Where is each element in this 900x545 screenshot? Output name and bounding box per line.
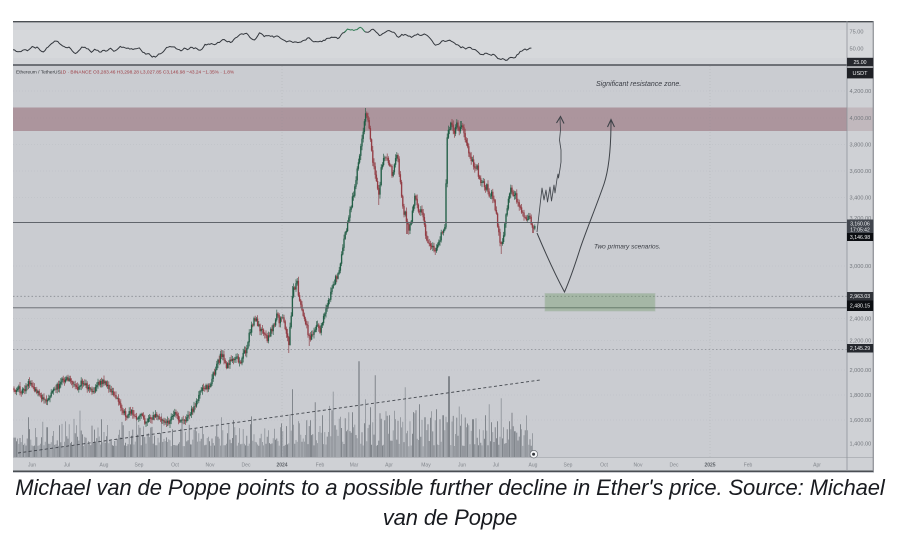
- svg-text:2,400.00: 2,400.00: [850, 316, 872, 322]
- svg-text:Mar: Mar: [350, 463, 359, 469]
- svg-text:Dec: Dec: [242, 463, 251, 469]
- svg-text:Feb: Feb: [744, 463, 753, 469]
- svg-text:Aug: Aug: [529, 463, 538, 469]
- svg-text:4,000.00: 4,000.00: [850, 116, 872, 122]
- svg-text:2,000.00: 2,000.00: [850, 368, 872, 374]
- svg-text:1,400.00: 1,400.00: [850, 441, 872, 447]
- svg-text:2024: 2024: [276, 463, 287, 469]
- svg-text:Ethereum / TetherUS: Ethereum / TetherUS: [16, 70, 61, 76]
- svg-text:Apr: Apr: [813, 463, 821, 469]
- svg-text:3,160.06: 3,160.06: [850, 221, 870, 227]
- svg-text:May: May: [421, 463, 431, 469]
- svg-text:Feb: Feb: [316, 463, 325, 469]
- svg-text:Jun: Jun: [28, 463, 36, 469]
- svg-text:Nov: Nov: [206, 463, 215, 469]
- svg-text:17:05:42: 17:05:42: [850, 228, 870, 234]
- svg-text:Two primary scenarios.: Two primary scenarios.: [594, 244, 661, 251]
- svg-text:Aug: Aug: [100, 463, 109, 469]
- svg-text:3,600.00: 3,600.00: [850, 169, 872, 175]
- svg-text:50.00: 50.00: [850, 46, 864, 52]
- svg-text:2,145.29: 2,145.29: [850, 346, 870, 352]
- svg-text:1,600.00: 1,600.00: [850, 418, 872, 424]
- svg-text:3,000.00: 3,000.00: [850, 264, 872, 270]
- svg-text:Jul: Jul: [64, 463, 70, 469]
- svg-text:Sep: Sep: [564, 463, 573, 469]
- svg-text:Oct: Oct: [171, 463, 179, 469]
- svg-text:Significant resistance zone.: Significant resistance zone.: [596, 81, 681, 88]
- svg-text:Oct: Oct: [600, 463, 608, 469]
- svg-text:Nov: Nov: [634, 463, 643, 469]
- svg-text:Jun: Jun: [458, 463, 466, 469]
- svg-text:3,400.00: 3,400.00: [850, 195, 872, 201]
- svg-text:2025: 2025: [704, 463, 715, 469]
- svg-text:Jul: Jul: [493, 463, 499, 469]
- svg-text:1,800.00: 1,800.00: [850, 393, 872, 399]
- svg-text:75.00: 75.00: [850, 29, 864, 35]
- svg-text:Sep: Sep: [135, 463, 144, 469]
- svg-text:2,480.15: 2,480.15: [850, 304, 870, 310]
- svg-text:2,963.03: 2,963.03: [850, 294, 870, 300]
- svg-text:Dec: Dec: [670, 463, 679, 469]
- svg-text:USDT: USDT: [853, 71, 869, 77]
- svg-text:1D · BINANCE O3,283.46 H3,298: 1D · BINANCE O3,283.46 H3,298.28 L3,027.…: [60, 70, 235, 76]
- svg-text:3,200.00: 3,200.00: [850, 216, 872, 222]
- svg-text:4,200.00: 4,200.00: [850, 89, 872, 95]
- svg-text:Apr: Apr: [385, 463, 393, 469]
- svg-text:25.00: 25.00: [854, 60, 867, 66]
- svg-text:3,146.98: 3,146.98: [850, 235, 870, 241]
- svg-text:2,200.00: 2,200.00: [850, 338, 872, 344]
- svg-text:3,800.00: 3,800.00: [850, 142, 872, 148]
